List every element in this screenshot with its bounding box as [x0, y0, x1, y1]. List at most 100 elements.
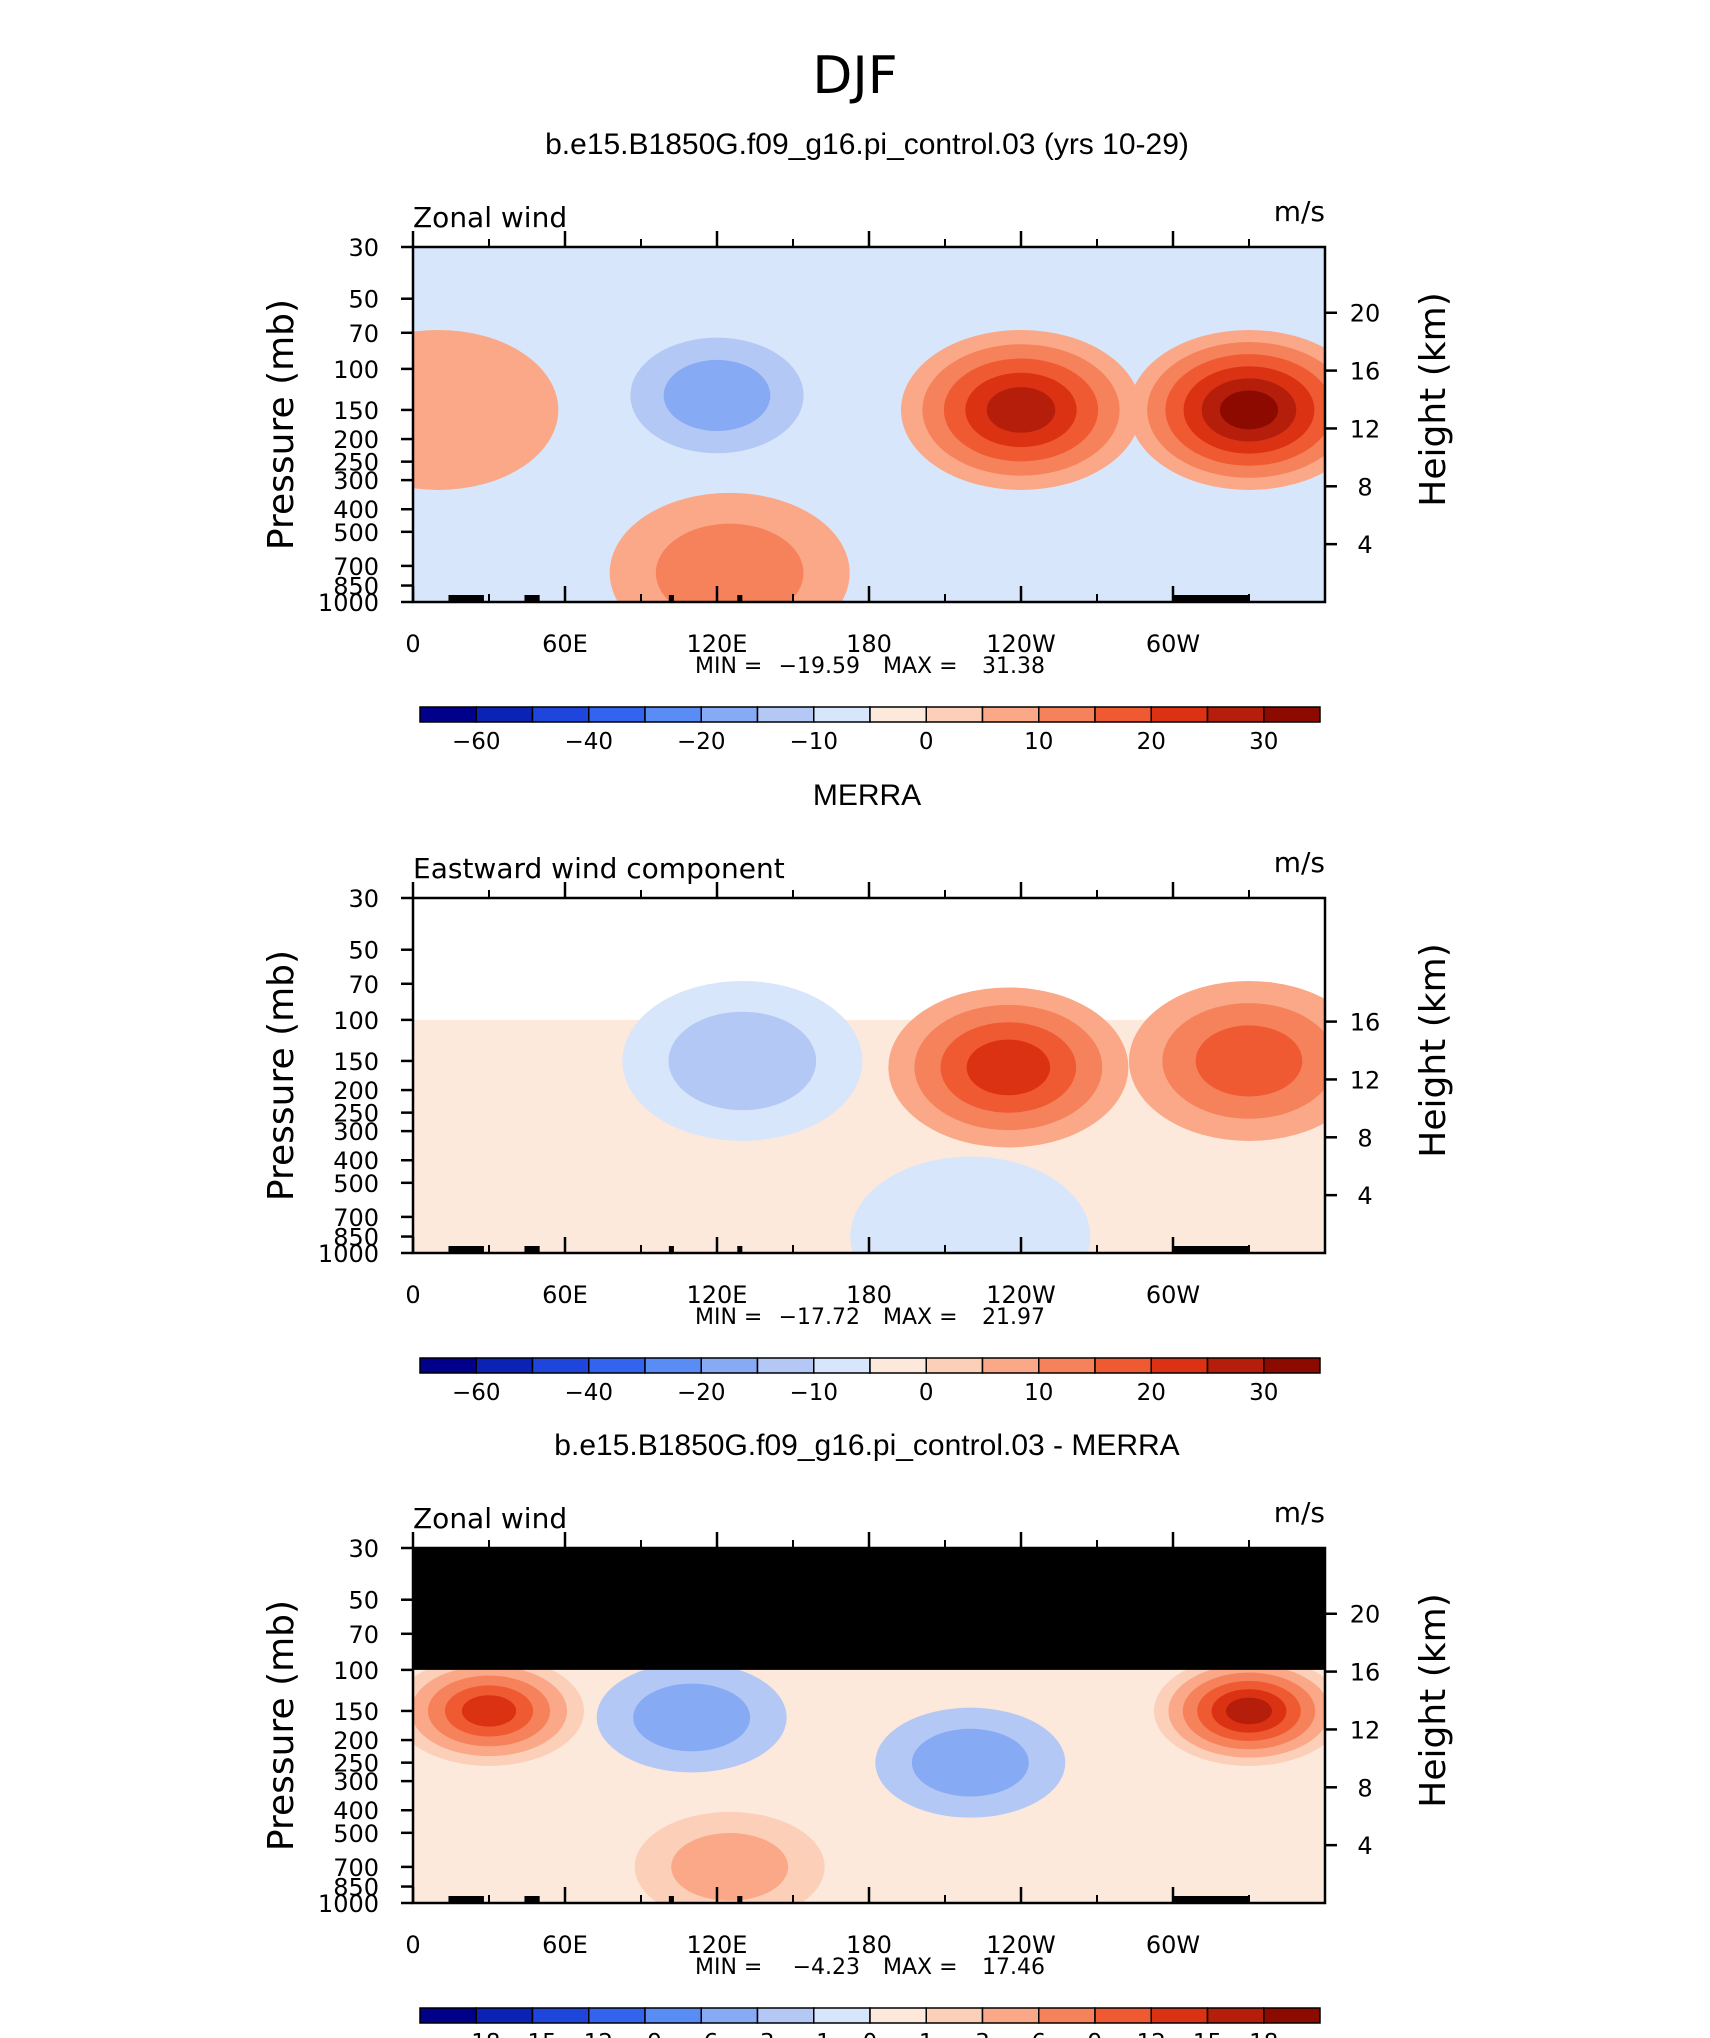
min-label: MIN =: [695, 654, 762, 679]
colorbar-box: [475, 1357, 534, 1374]
colorbar-box: [700, 1357, 759, 1374]
colorbar-label: 0: [919, 729, 934, 755]
min-value: −17.72: [779, 1305, 860, 1330]
colorbar-box: [588, 1357, 646, 1374]
colorbar-box: [531, 1357, 590, 1374]
colorbar-label: 20: [1137, 729, 1166, 755]
colorbar-label: −20: [677, 729, 726, 755]
colorbar-box: [981, 2007, 1040, 2024]
y-right-tick-label: 16: [1350, 1009, 1381, 1037]
colorbar-box: [644, 2007, 702, 2024]
colorbar-box: [925, 706, 984, 723]
min-value: −19.59: [779, 654, 860, 679]
colorbar-box: [1150, 706, 1209, 723]
max-value: 21.97: [982, 1305, 1045, 1330]
contour-level: [850, 1156, 1091, 1253]
y-right-tick-label: 12: [1350, 415, 1381, 443]
y-tick-label: 400: [333, 496, 379, 524]
colorbar-label: 10: [1024, 729, 1053, 755]
y-right-axis-label: Height (km): [1413, 943, 1454, 1157]
y-tick-label: 70: [348, 1621, 379, 1649]
contour-level: [911, 1728, 1029, 1797]
colorbar-box: [531, 706, 590, 723]
colorbar-box: [1263, 2007, 1321, 2024]
y-right-tick-label: 12: [1350, 1066, 1381, 1094]
colorbar-box: [1094, 706, 1152, 723]
max-label: MAX =: [883, 1955, 958, 1980]
y-axis-label: Pressure (mb): [261, 1600, 302, 1851]
y-tick-label: 30: [348, 885, 379, 913]
colorbar-box: [1206, 706, 1265, 723]
y-tick-label: 400: [333, 1797, 379, 1825]
colorbar-label: 30: [1249, 1380, 1278, 1406]
y-tick-label: 400: [333, 1147, 379, 1175]
contour-level: [1195, 1025, 1303, 1097]
colorbar-label: −6: [684, 2030, 718, 2038]
topography-mask: [448, 1246, 484, 1253]
colorbar-box: [644, 706, 702, 723]
y-tick-label: 300: [333, 467, 379, 495]
x-tick-label: 60W: [1146, 1281, 1200, 1309]
y-tick-label: 250: [333, 1750, 379, 1778]
y-tick-label: 1000: [318, 1240, 379, 1268]
topography-mask: [524, 1246, 540, 1253]
colorbar-box: [700, 706, 759, 723]
topography-mask: [448, 1896, 484, 1903]
colorbar: −60 −40 −20 −10 0 10 20 30: [419, 1357, 1321, 1406]
panel-title: b.e15.B1850G.f09_g16.pi_control.03 (yrs …: [545, 128, 1189, 161]
contour-level: [966, 1039, 1051, 1096]
colorbar-box: [925, 1357, 984, 1374]
contour-level: [1225, 1697, 1273, 1725]
colorbar-label: 9: [1088, 2030, 1103, 2038]
x-tick-label: 120W: [986, 1281, 1056, 1309]
contour-level: [671, 1833, 789, 1901]
y-right-tick-label: 4: [1357, 531, 1372, 559]
y-tick-label: 200: [333, 1727, 379, 1755]
x-tick-label: 180: [846, 1931, 892, 1959]
y-right-tick-label: 8: [1357, 1124, 1372, 1152]
contour-level: [986, 387, 1056, 433]
colorbar-label: −18: [452, 2030, 501, 2038]
contour-level: [663, 359, 771, 432]
colorbar: −60 −40 −20 −10 0 10 20 30: [419, 706, 1321, 755]
colorbar-label: 12: [1137, 2030, 1166, 2038]
y-axis-label: Pressure (mb): [261, 950, 302, 1201]
colorbar-box: [869, 1357, 927, 1374]
y-tick-label: 850: [333, 1874, 379, 1902]
x-tick-label: 60W: [1146, 630, 1200, 658]
y-tick-label: 250: [333, 449, 379, 477]
topography-mask: [1173, 595, 1249, 602]
colorbar-box: [531, 2007, 590, 2024]
colorbar-box: [1206, 2007, 1265, 2024]
y-right-tick-label: 8: [1357, 473, 1372, 501]
x-tick-label: 60E: [542, 1931, 588, 1959]
chart-panel-3: b.e15.B1850G.f09_g16.pi_control.03 - MER…: [261, 1429, 1454, 2038]
contour-level: [668, 1011, 817, 1111]
colorbar-box: [1038, 2007, 1096, 2024]
colorbar-box: [419, 706, 477, 723]
colorbar-box: [475, 2007, 534, 2024]
min-label: MIN =: [695, 1955, 762, 1980]
y-tick-label: 300: [333, 1768, 379, 1796]
colorbar-box: [1150, 2007, 1209, 2024]
colorbar-label: 0: [919, 1380, 934, 1406]
y-tick-label: 500: [333, 1820, 379, 1848]
colorbar-label: −3: [741, 2030, 775, 2038]
colorbar-box: [925, 2007, 984, 2024]
topography-mask: [737, 1896, 743, 1903]
colorbar-box: [756, 1357, 815, 1374]
colorbar-box: [588, 706, 646, 723]
colorbar-box: [1263, 706, 1321, 723]
max-value: 17.46: [982, 1955, 1045, 1980]
x-tick-label: 120E: [687, 1281, 748, 1309]
colorbar-box: [1094, 1357, 1152, 1374]
topography-mask: [737, 1246, 743, 1253]
super-title: DJF: [812, 46, 897, 106]
y-right-axis-label: Height (km): [1413, 1593, 1454, 1807]
masked-region: [413, 1548, 1325, 1670]
contour-level: [413, 329, 559, 490]
y-tick-label: 850: [333, 1224, 379, 1252]
y-right-axis-label: Height (km): [1413, 292, 1454, 506]
max-label: MAX =: [883, 654, 958, 679]
contour-level: [461, 1695, 517, 1727]
